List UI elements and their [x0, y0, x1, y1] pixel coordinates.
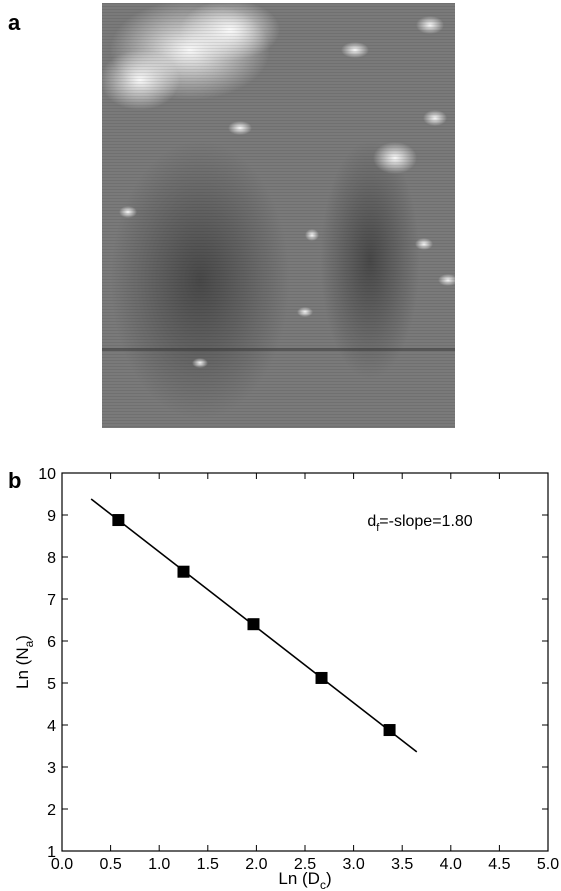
x-title-text: Ln (D: [278, 869, 320, 888]
x-tick-label: 0.0: [51, 856, 73, 873]
panel-label: b: [8, 468, 21, 493]
x-tick-label: 2.0: [245, 856, 267, 873]
y-tick-label: 7: [47, 592, 56, 609]
x-tick-label: 1.0: [148, 856, 170, 873]
point: [383, 724, 396, 737]
y-axis-title: Ln (Na): [13, 635, 36, 689]
y-tick-label: 8: [47, 550, 56, 567]
point: [112, 514, 125, 527]
plot-frame: [61, 472, 549, 852]
annotation: df=-slope=1.80: [367, 513, 472, 534]
x-tick-label: 5.0: [537, 856, 559, 873]
point: [247, 618, 260, 631]
x-tick-label: 1.5: [197, 856, 219, 873]
point: [177, 565, 190, 578]
x-tick-label: 3.5: [391, 856, 413, 873]
annotation-text: =-slope=1.80: [379, 513, 473, 530]
x-axis-title: Ln (Dc): [278, 869, 331, 891]
x-tick-label: 4.5: [488, 856, 510, 873]
x-tick-label: 2.5: [294, 856, 316, 873]
y-tick-label: 2: [47, 802, 56, 819]
y-tick-label: 9: [47, 508, 56, 525]
micrograph: [102, 3, 455, 428]
y-title-text: ): [13, 635, 32, 641]
annotation-sub: f: [376, 522, 380, 534]
y-tick-label: 6: [47, 634, 56, 651]
x-tick-label: 4.0: [440, 856, 462, 873]
x-tick-label: 3.0: [342, 856, 364, 873]
x-tick-label: 0.5: [99, 856, 121, 873]
annotation-text: d: [367, 513, 376, 530]
x-title-sub: c: [320, 878, 326, 891]
y-tick-label: 1: [47, 844, 56, 861]
y-tick-label: 4: [47, 718, 56, 735]
y-title-sub: a: [22, 640, 36, 647]
point: [315, 671, 328, 684]
y-tick-label: 5: [47, 676, 56, 693]
panel-label: a: [8, 10, 21, 35]
y-tick-label: 10: [38, 466, 56, 483]
y-tick-label: 3: [47, 760, 56, 777]
x-title-text: ): [326, 869, 332, 888]
y-title-text: Ln (N: [13, 647, 32, 689]
